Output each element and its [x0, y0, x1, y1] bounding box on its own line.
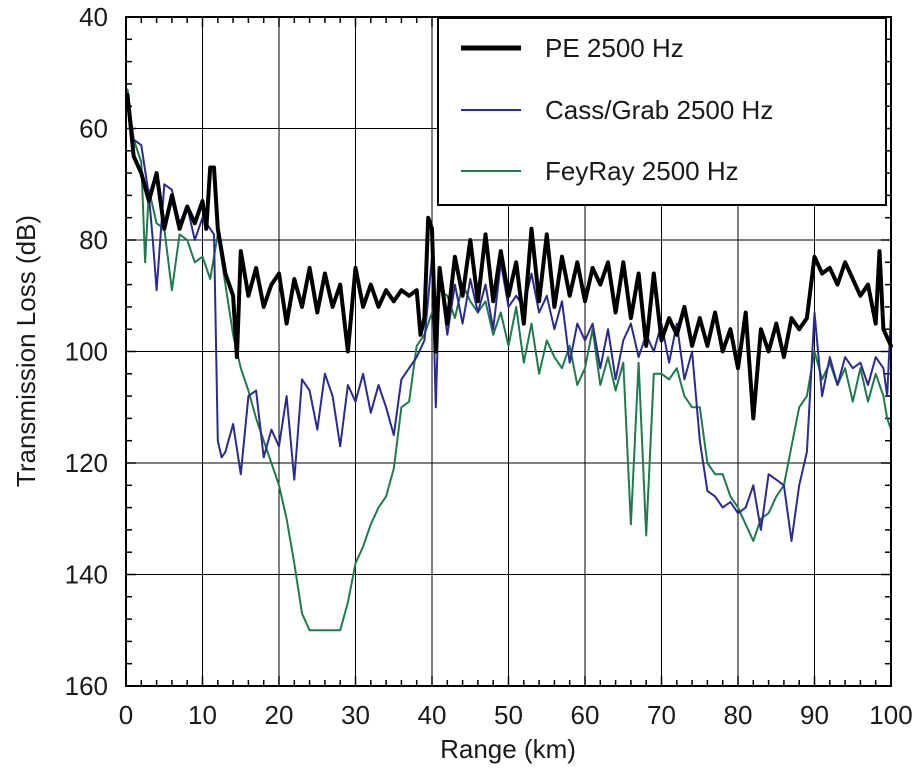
- x-tick-label: 30: [341, 700, 370, 730]
- y-tick-labels: 40 60 80 100 120 140 160: [65, 2, 108, 701]
- x-tick-label: 60: [571, 700, 600, 730]
- y-tick-label: 100: [65, 337, 108, 367]
- x-tick-labels: 0 10 20 30 40 50 60 70 80 90 100: [119, 700, 913, 730]
- x-tick-label: 0: [119, 700, 133, 730]
- y-tick-label: 60: [79, 114, 108, 144]
- y-tick-label: 120: [65, 448, 108, 478]
- y-axis-title: Transmission Loss (dB): [11, 215, 41, 487]
- series-line-feyray: [126, 88, 892, 632]
- x-tick-label: 40: [418, 700, 447, 730]
- x-tick-label: 50: [494, 700, 523, 730]
- series-line-pe: [125, 93, 893, 421]
- x-tick-label: 100: [869, 700, 912, 730]
- legend-label-cass-grab: Cass/Grab 2500 Hz: [545, 95, 773, 125]
- y-tick-label: 80: [79, 225, 108, 255]
- y-tick-label: 40: [79, 2, 108, 32]
- legend-label-pe: PE 2500 Hz: [545, 33, 684, 63]
- x-tick-label: 10: [188, 700, 217, 730]
- x-tick-label: 90: [800, 700, 829, 730]
- x-tick-label: 20: [265, 700, 294, 730]
- legend: PE 2500 Hz Cass/Grab 2500 Hz FeyRay 2500…: [437, 17, 887, 206]
- legend-label-feyray: FeyRay 2500 Hz: [545, 156, 739, 186]
- series-lines: [125, 88, 893, 632]
- y-tick-label: 140: [65, 560, 108, 590]
- x-axis-title: Range (km): [440, 734, 576, 764]
- x-tick-label: 70: [647, 700, 676, 730]
- x-tick-label: 80: [724, 700, 753, 730]
- y-tick-label: 160: [65, 671, 108, 701]
- series-line-cass-grab: [126, 94, 892, 542]
